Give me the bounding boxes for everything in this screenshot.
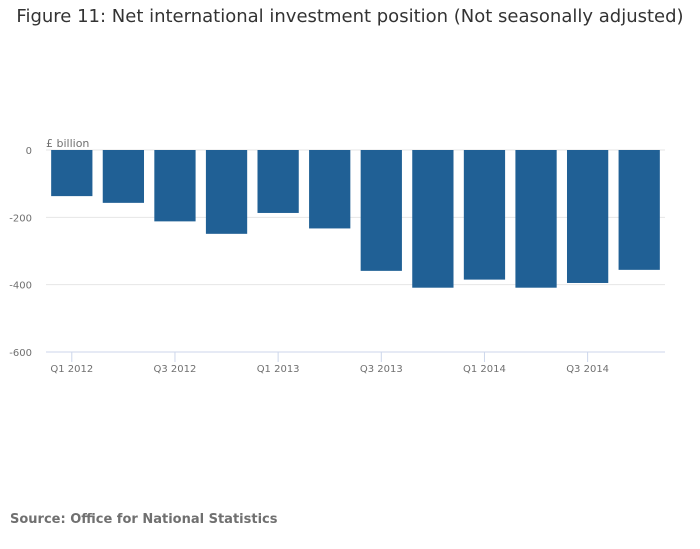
y-tick-label: -600 (9, 348, 32, 359)
bar (515, 150, 557, 288)
axes: 0 -200 -400 -600 Q1 2012 Q3 2012 Q1 2013 Q3 201… (9, 146, 665, 375)
bar (257, 150, 299, 213)
bars (51, 150, 660, 288)
x-tick-label: Q3 2013 (360, 364, 403, 375)
bar (566, 150, 609, 283)
bar (102, 150, 145, 203)
y-tick-label: -400 (9, 281, 32, 292)
bar (412, 150, 454, 288)
bar (309, 150, 351, 229)
x-tick-label: Q1 2012 (50, 364, 93, 375)
bar (154, 150, 196, 222)
source-note: Source: Office for National Statistics (10, 512, 278, 527)
y-axis-unit-label: £ billion (46, 137, 89, 150)
bar (618, 150, 660, 270)
x-tick-label: Q1 2014 (463, 364, 506, 375)
bar (360, 150, 402, 271)
y-tick-label: 0 (26, 146, 32, 157)
x-tick-label: Q1 2013 (257, 364, 300, 375)
x-tick-label: Q3 2012 (154, 364, 197, 375)
chart-title: Figure 11: Net international investment … (16, 6, 684, 27)
bar (463, 150, 506, 280)
bar (205, 150, 248, 234)
bar (51, 150, 93, 197)
x-tick-label: Q3 2014 (566, 364, 609, 375)
gridlines (46, 149, 665, 286)
y-tick-label: -200 (9, 213, 32, 224)
